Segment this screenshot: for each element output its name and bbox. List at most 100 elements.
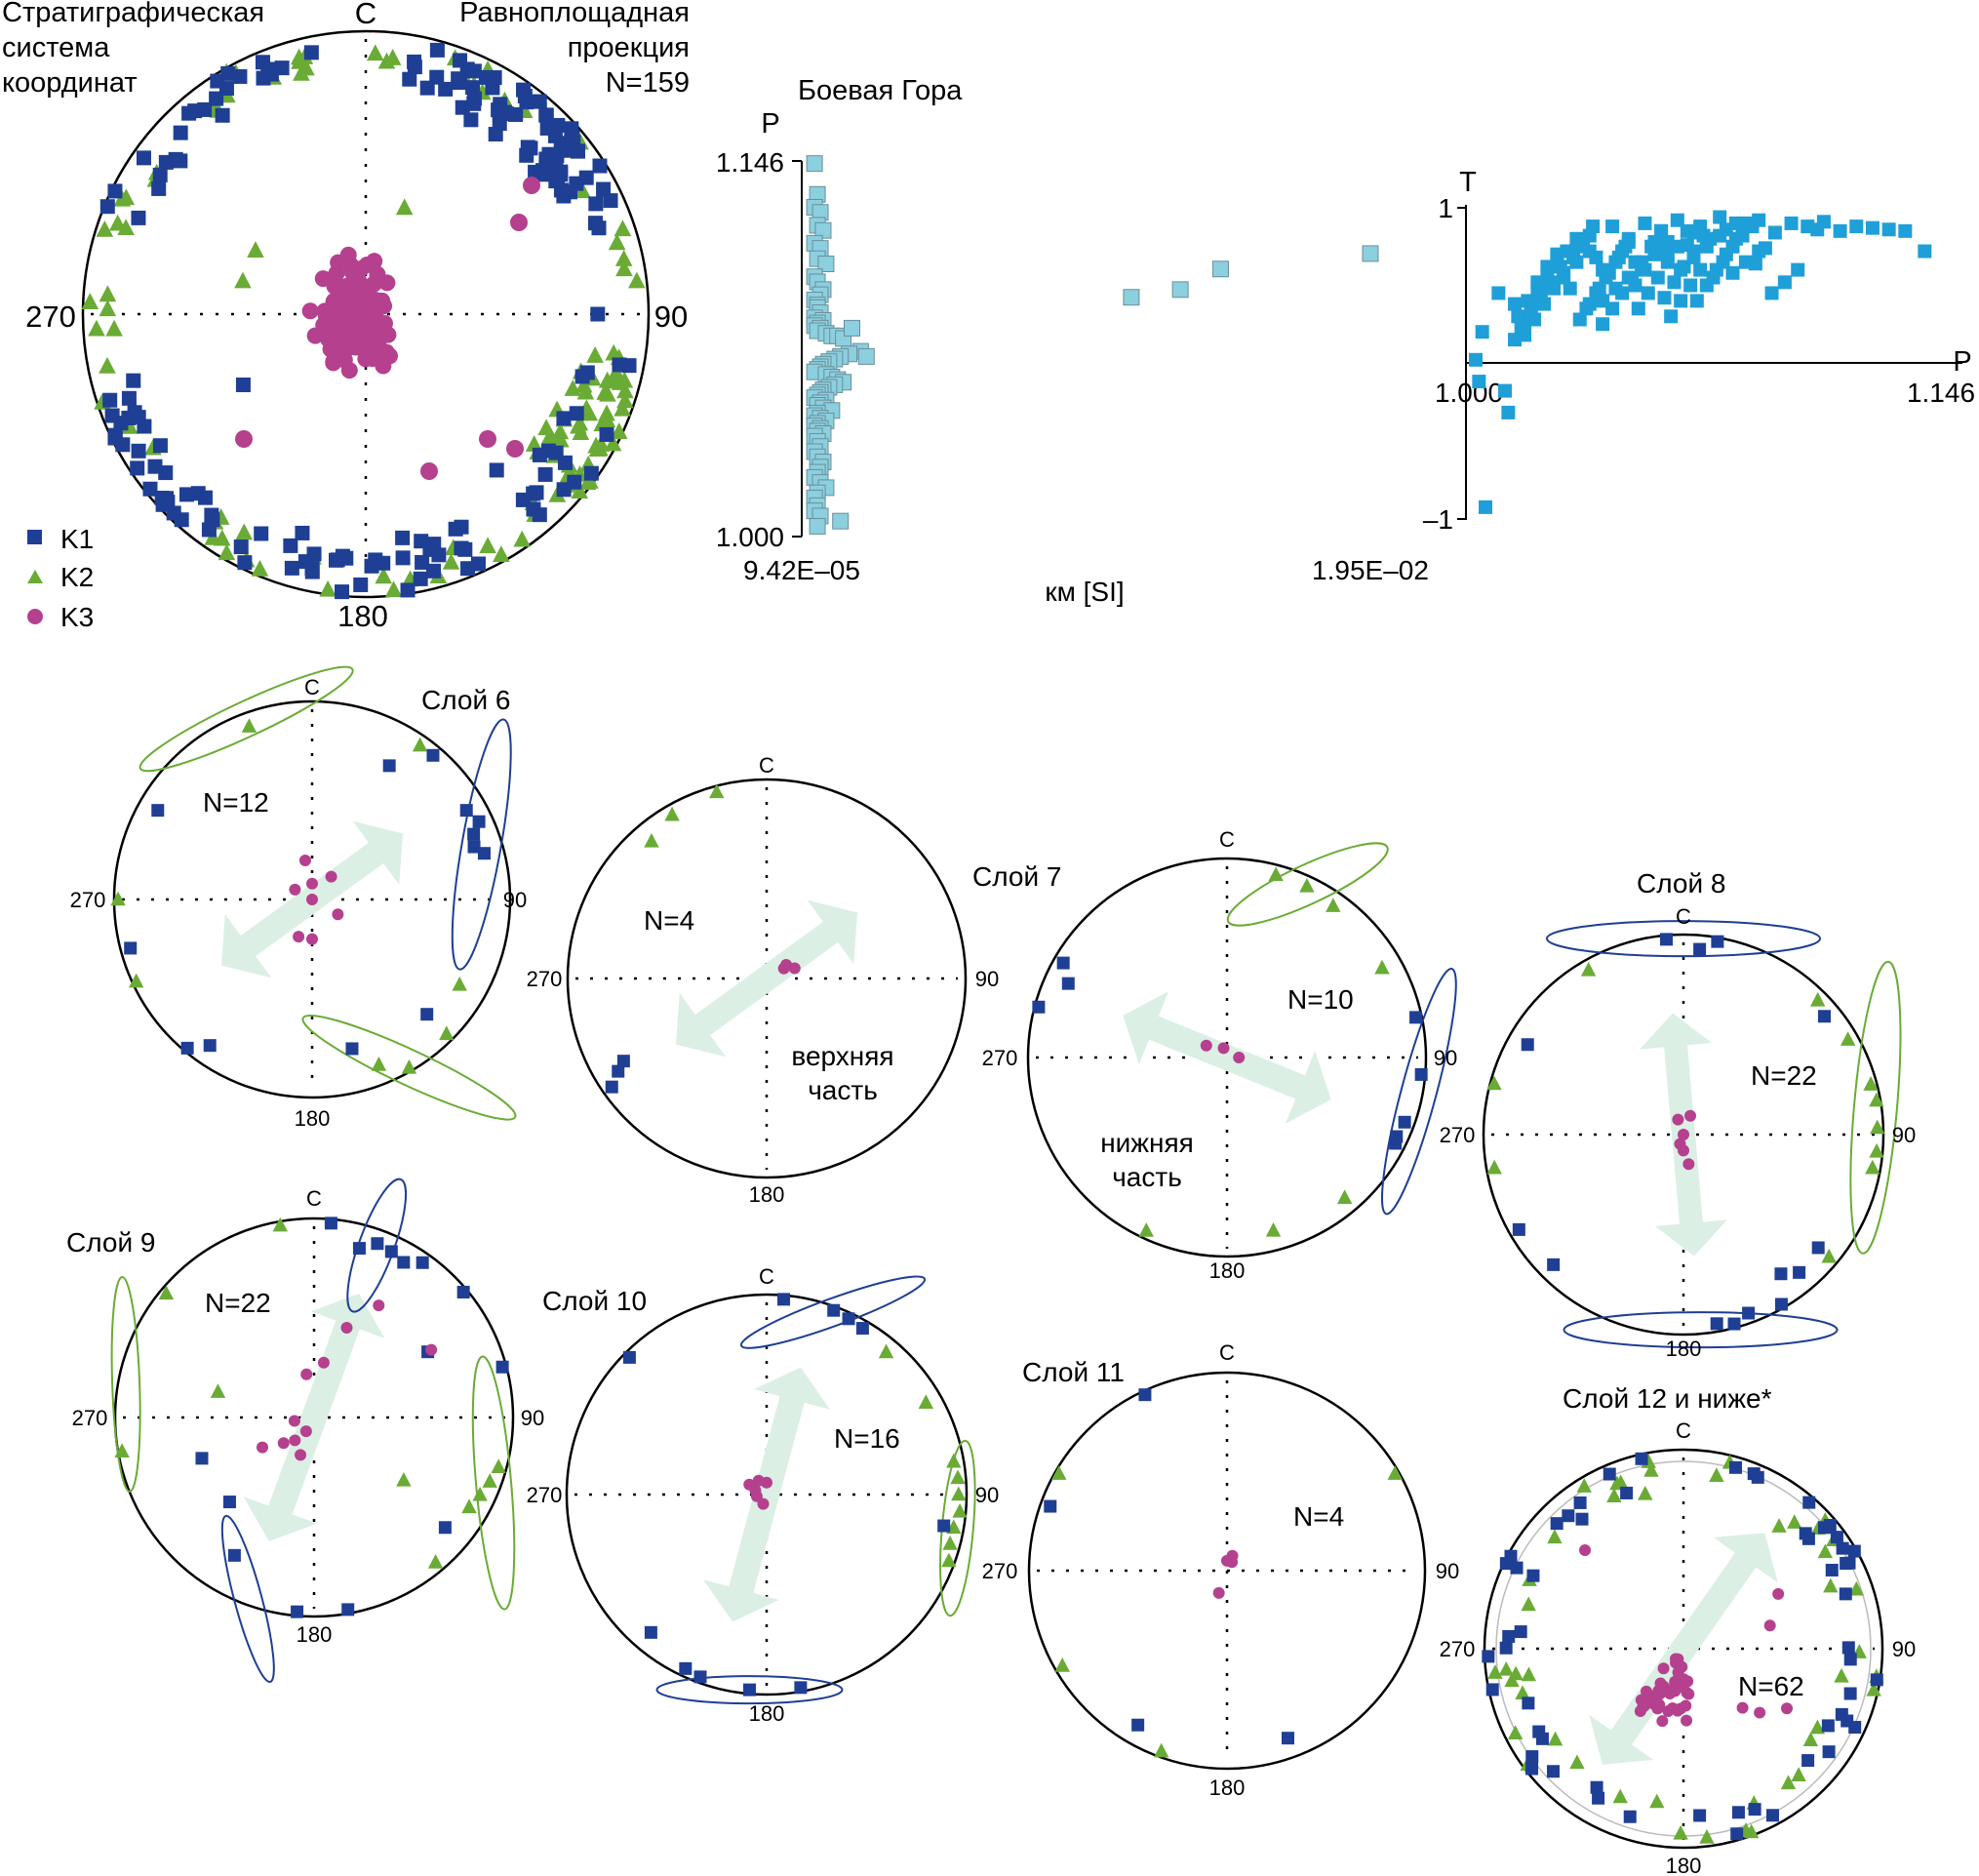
- net-east-label: 90: [503, 888, 527, 912]
- data-point: [1576, 234, 1591, 249]
- k3-point: [317, 1356, 330, 1369]
- net-primitive-circle: [1482, 933, 1885, 1337]
- k1-point: [209, 91, 224, 106]
- k1-point: [303, 45, 319, 60]
- net-south-label: 180: [1209, 1776, 1246, 1800]
- k3-point: [1637, 1700, 1649, 1713]
- k1-point: [1830, 1531, 1843, 1544]
- k1-point: [130, 460, 145, 476]
- confidence-ellipse: [1381, 968, 1457, 1216]
- k1-point: [203, 1039, 217, 1053]
- k1-point: [1811, 1241, 1825, 1255]
- k2-point: [1507, 1725, 1524, 1739]
- k2-point: [452, 976, 467, 991]
- k2-point: [493, 545, 510, 562]
- stereonet-layer-10: Слой 10 N=16 С 180 270 90: [527, 1264, 1000, 1726]
- k1-point: [937, 1519, 951, 1533]
- k1-point: [495, 1360, 509, 1374]
- net-east-label: 90: [975, 967, 999, 991]
- k1-point: [1521, 1038, 1534, 1052]
- stereonet-layer-8: Слой 8 N=22 С 180 270 90: [1440, 868, 1917, 1361]
- k1-point: [583, 465, 599, 481]
- data-point: [1625, 270, 1640, 285]
- k3-point: [1212, 1586, 1225, 1599]
- k2-point: [1638, 1485, 1653, 1500]
- net-east-label: 90: [521, 1406, 544, 1430]
- k1-point: [477, 847, 491, 860]
- net-west-label: 270: [982, 1559, 1018, 1583]
- k2-point: [1673, 1824, 1688, 1840]
- k3-point: [295, 1449, 307, 1461]
- k1-point: [1389, 1137, 1403, 1150]
- k3-point: [1763, 1619, 1776, 1632]
- data-point: [1615, 286, 1630, 300]
- k1-point: [197, 101, 213, 117]
- subplot-n-label: N=4: [1293, 1501, 1344, 1532]
- main-title-right-2: проекция: [568, 32, 690, 63]
- chart1-title: Боевая Гора: [798, 75, 963, 106]
- k2-point: [1054, 1657, 1070, 1672]
- k1-point: [173, 153, 188, 169]
- k2-point: [319, 579, 336, 597]
- net-drawing: [1027, 1371, 1427, 1771]
- k2-point: [599, 384, 616, 402]
- k1-point: [532, 447, 547, 462]
- k2-point: [1486, 1159, 1502, 1175]
- data-point: [1680, 223, 1694, 238]
- k2-point: [384, 580, 403, 598]
- k1-point: [456, 1285, 470, 1298]
- k3-point: [1678, 1144, 1689, 1157]
- net-drawing: [1482, 920, 1902, 1349]
- k1-point: [1575, 1512, 1589, 1526]
- k1-point: [201, 522, 217, 538]
- data-point: [1631, 301, 1645, 316]
- data-point: [814, 221, 832, 239]
- k1-point: [1840, 1714, 1854, 1728]
- net-west-label: 270: [527, 967, 563, 991]
- main-west-label: 270: [25, 299, 76, 334]
- confidence-ellipse: [220, 1514, 275, 1684]
- k1-point: [371, 1237, 384, 1251]
- data-point: [1758, 241, 1772, 256]
- k1-point: [107, 427, 123, 443]
- k2-point: [608, 233, 626, 251]
- k3-point: [1678, 1129, 1689, 1140]
- net-south-label: 180: [297, 1622, 333, 1647]
- k1-point: [465, 80, 481, 96]
- k2-point: [1787, 1514, 1802, 1529]
- k1-point: [152, 438, 168, 454]
- k1-point: [599, 426, 614, 442]
- k2-point: [482, 1473, 497, 1488]
- data-point: [1865, 220, 1880, 235]
- confidence-ellipse: [1849, 960, 1902, 1255]
- k1-point: [152, 167, 168, 182]
- chart-p-vs-km: Боевая Гора P 1.146 1.000 9.42E–05 1.95E…: [716, 75, 1429, 607]
- k1-point: [496, 104, 512, 120]
- data-point: [1881, 222, 1896, 237]
- subplot-extra-2: часть: [1112, 1162, 1182, 1192]
- k1-point: [1841, 1641, 1855, 1655]
- data-point: [857, 347, 875, 365]
- k1-point: [588, 196, 604, 212]
- k3-point: [378, 274, 396, 292]
- k1-point: [1525, 1750, 1539, 1764]
- data-point: [1362, 245, 1379, 262]
- k3-point: [256, 1441, 268, 1454]
- k1-point: [131, 410, 146, 425]
- confidence-ellipse: [1563, 1311, 1839, 1349]
- k1-point: [284, 560, 299, 576]
- confidence-ellipse: [471, 1355, 516, 1611]
- k3-point: [363, 296, 380, 313]
- shape-preferred-orientation-arrow: [1589, 1533, 1778, 1765]
- k1-point: [1635, 1452, 1648, 1465]
- k1-point: [1774, 1267, 1788, 1281]
- main-n-label: N=159: [606, 67, 690, 99]
- data-point: [1547, 281, 1562, 296]
- k2-point: [644, 832, 659, 848]
- k2-point: [605, 343, 622, 361]
- k1-point: [204, 507, 219, 523]
- k1-point: [415, 554, 430, 570]
- net-east-label: 90: [1436, 1559, 1459, 1583]
- k1-point: [353, 577, 369, 592]
- net-drawing: [110, 665, 517, 1121]
